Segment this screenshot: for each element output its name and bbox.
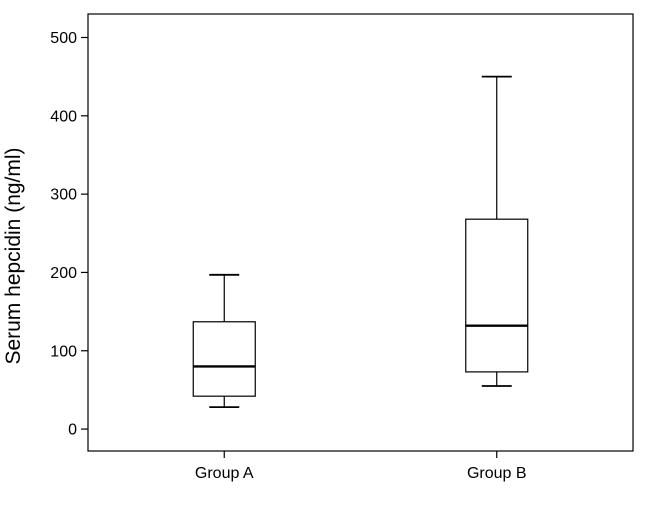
box-group-b <box>465 75 529 387</box>
box-group-a <box>192 273 256 409</box>
x-axis: Group A Group B <box>195 451 527 482</box>
y-axis-title: Serum hepcidin (ng/ml) <box>2 147 25 364</box>
y-tick-label: 300 <box>50 187 77 204</box>
iqr-box <box>192 321 256 397</box>
plot-frame <box>87 13 634 452</box>
boxes <box>192 75 529 409</box>
y-tick-label: 400 <box>50 108 77 125</box>
y-tick-label: 0 <box>68 422 77 439</box>
y-tick-label: 500 <box>50 30 77 47</box>
y-axis: 0 100 200 300 400 500 <box>50 30 88 439</box>
y-tick-label: 200 <box>50 265 77 282</box>
x-tick-label: Group B <box>467 465 527 482</box>
y-tick-label: 100 <box>50 343 77 360</box>
iqr-box <box>465 218 529 373</box>
x-tick-label: Group A <box>195 465 254 482</box>
